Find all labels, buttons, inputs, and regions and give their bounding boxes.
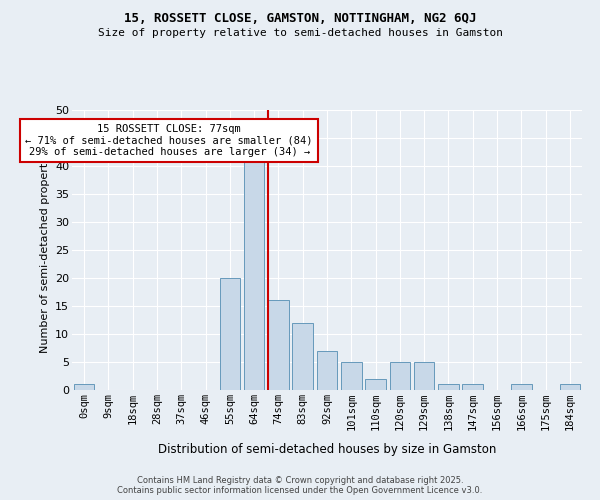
Bar [268, 300, 289, 390]
Bar [438, 384, 459, 390]
Bar [317, 351, 337, 390]
Bar [74, 384, 94, 390]
Bar [341, 362, 362, 390]
Text: Distribution of semi-detached houses by size in Gamston: Distribution of semi-detached houses by … [158, 442, 496, 456]
Bar [511, 384, 532, 390]
Y-axis label: Number of semi-detached properties: Number of semi-detached properties [40, 147, 50, 353]
Bar [292, 323, 313, 390]
Text: Size of property relative to semi-detached houses in Gamston: Size of property relative to semi-detach… [97, 28, 503, 38]
Bar [560, 384, 580, 390]
Bar [389, 362, 410, 390]
Bar [365, 379, 386, 390]
Text: Contains HM Land Registry data © Crown copyright and database right 2025.
Contai: Contains HM Land Registry data © Crown c… [118, 476, 482, 495]
Text: 15, ROSSETT CLOSE, GAMSTON, NOTTINGHAM, NG2 6QJ: 15, ROSSETT CLOSE, GAMSTON, NOTTINGHAM, … [124, 12, 476, 26]
Bar [220, 278, 240, 390]
Bar [244, 155, 265, 390]
Text: 15 ROSSETT CLOSE: 77sqm
← 71% of semi-detached houses are smaller (84)
29% of se: 15 ROSSETT CLOSE: 77sqm ← 71% of semi-de… [25, 124, 313, 157]
Bar [463, 384, 483, 390]
Bar [414, 362, 434, 390]
